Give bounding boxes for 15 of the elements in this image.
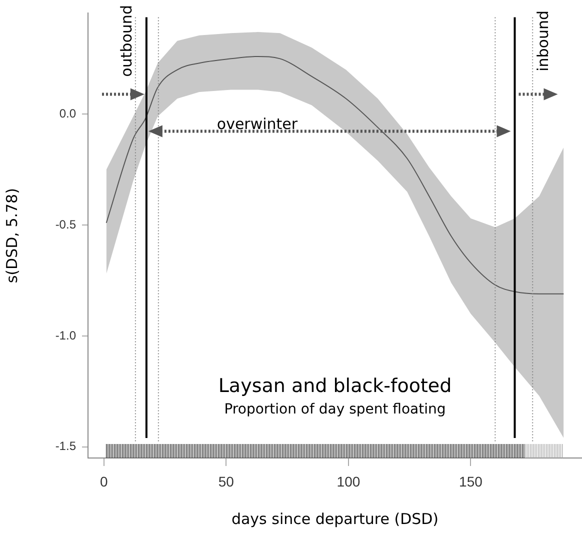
y-tick-label: -1.5 (55, 439, 76, 454)
annotation: overwinter (216, 115, 298, 134)
annotation: outbound (117, 5, 136, 77)
y-tick-label: -0.5 (55, 217, 76, 232)
x-tick-label: 100 (336, 473, 360, 490)
text: Proportion of day spent floating (224, 402, 446, 418)
x-tick-label: 150 (459, 473, 483, 490)
x-tick-label: 50 (218, 473, 234, 490)
x-axis-title: days since departure (DSD) (231, 510, 439, 528)
y-tick-label: 0.0 (59, 106, 76, 120)
text: Laysan and black-footed (218, 374, 452, 397)
y-tick-label: -1.0 (55, 328, 76, 342)
annotation: inbound (534, 10, 552, 72)
y-axis-title: s(DSD, 5.78) (2, 188, 21, 284)
x-tick-label: 0 (100, 473, 108, 490)
